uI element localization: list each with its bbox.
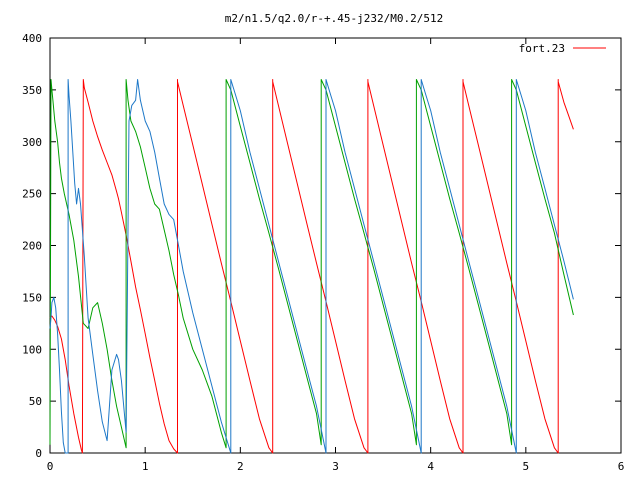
x-tick-label: 0 [47,460,54,473]
y-tick-label: 250 [22,188,42,201]
y-tick-label: 300 [22,136,42,149]
x-tick-label: 2 [237,460,244,473]
x-tick-label: 1 [142,460,149,473]
y-tick-label: 150 [22,291,42,304]
y-tick-label: 100 [22,343,42,356]
legend: fort.23 [519,42,606,55]
series-line-1 [49,79,574,454]
x-tick-label: 5 [523,460,530,473]
y-tick-label: 200 [22,240,42,253]
x-tick-label: 4 [427,460,434,473]
legend-label: fort.23 [519,42,565,55]
y-tick-label: 0 [35,447,42,460]
chart-title: m2/n1.5/q2.0/r-+.45-j232/M0.2/512 [225,12,444,25]
y-tick-label: 50 [29,395,42,408]
axes: 0 1 2 3 4 5 6 0 50 100 150 200 250 300 350 400 [22,32,624,473]
y-tick-label: 400 [22,32,42,45]
series-layer [49,79,574,454]
y-tick-label: 350 [22,84,42,97]
x-tick-label: 3 [332,460,339,473]
series-line-3 [49,79,574,454]
x-tick-label: 6 [618,460,625,473]
